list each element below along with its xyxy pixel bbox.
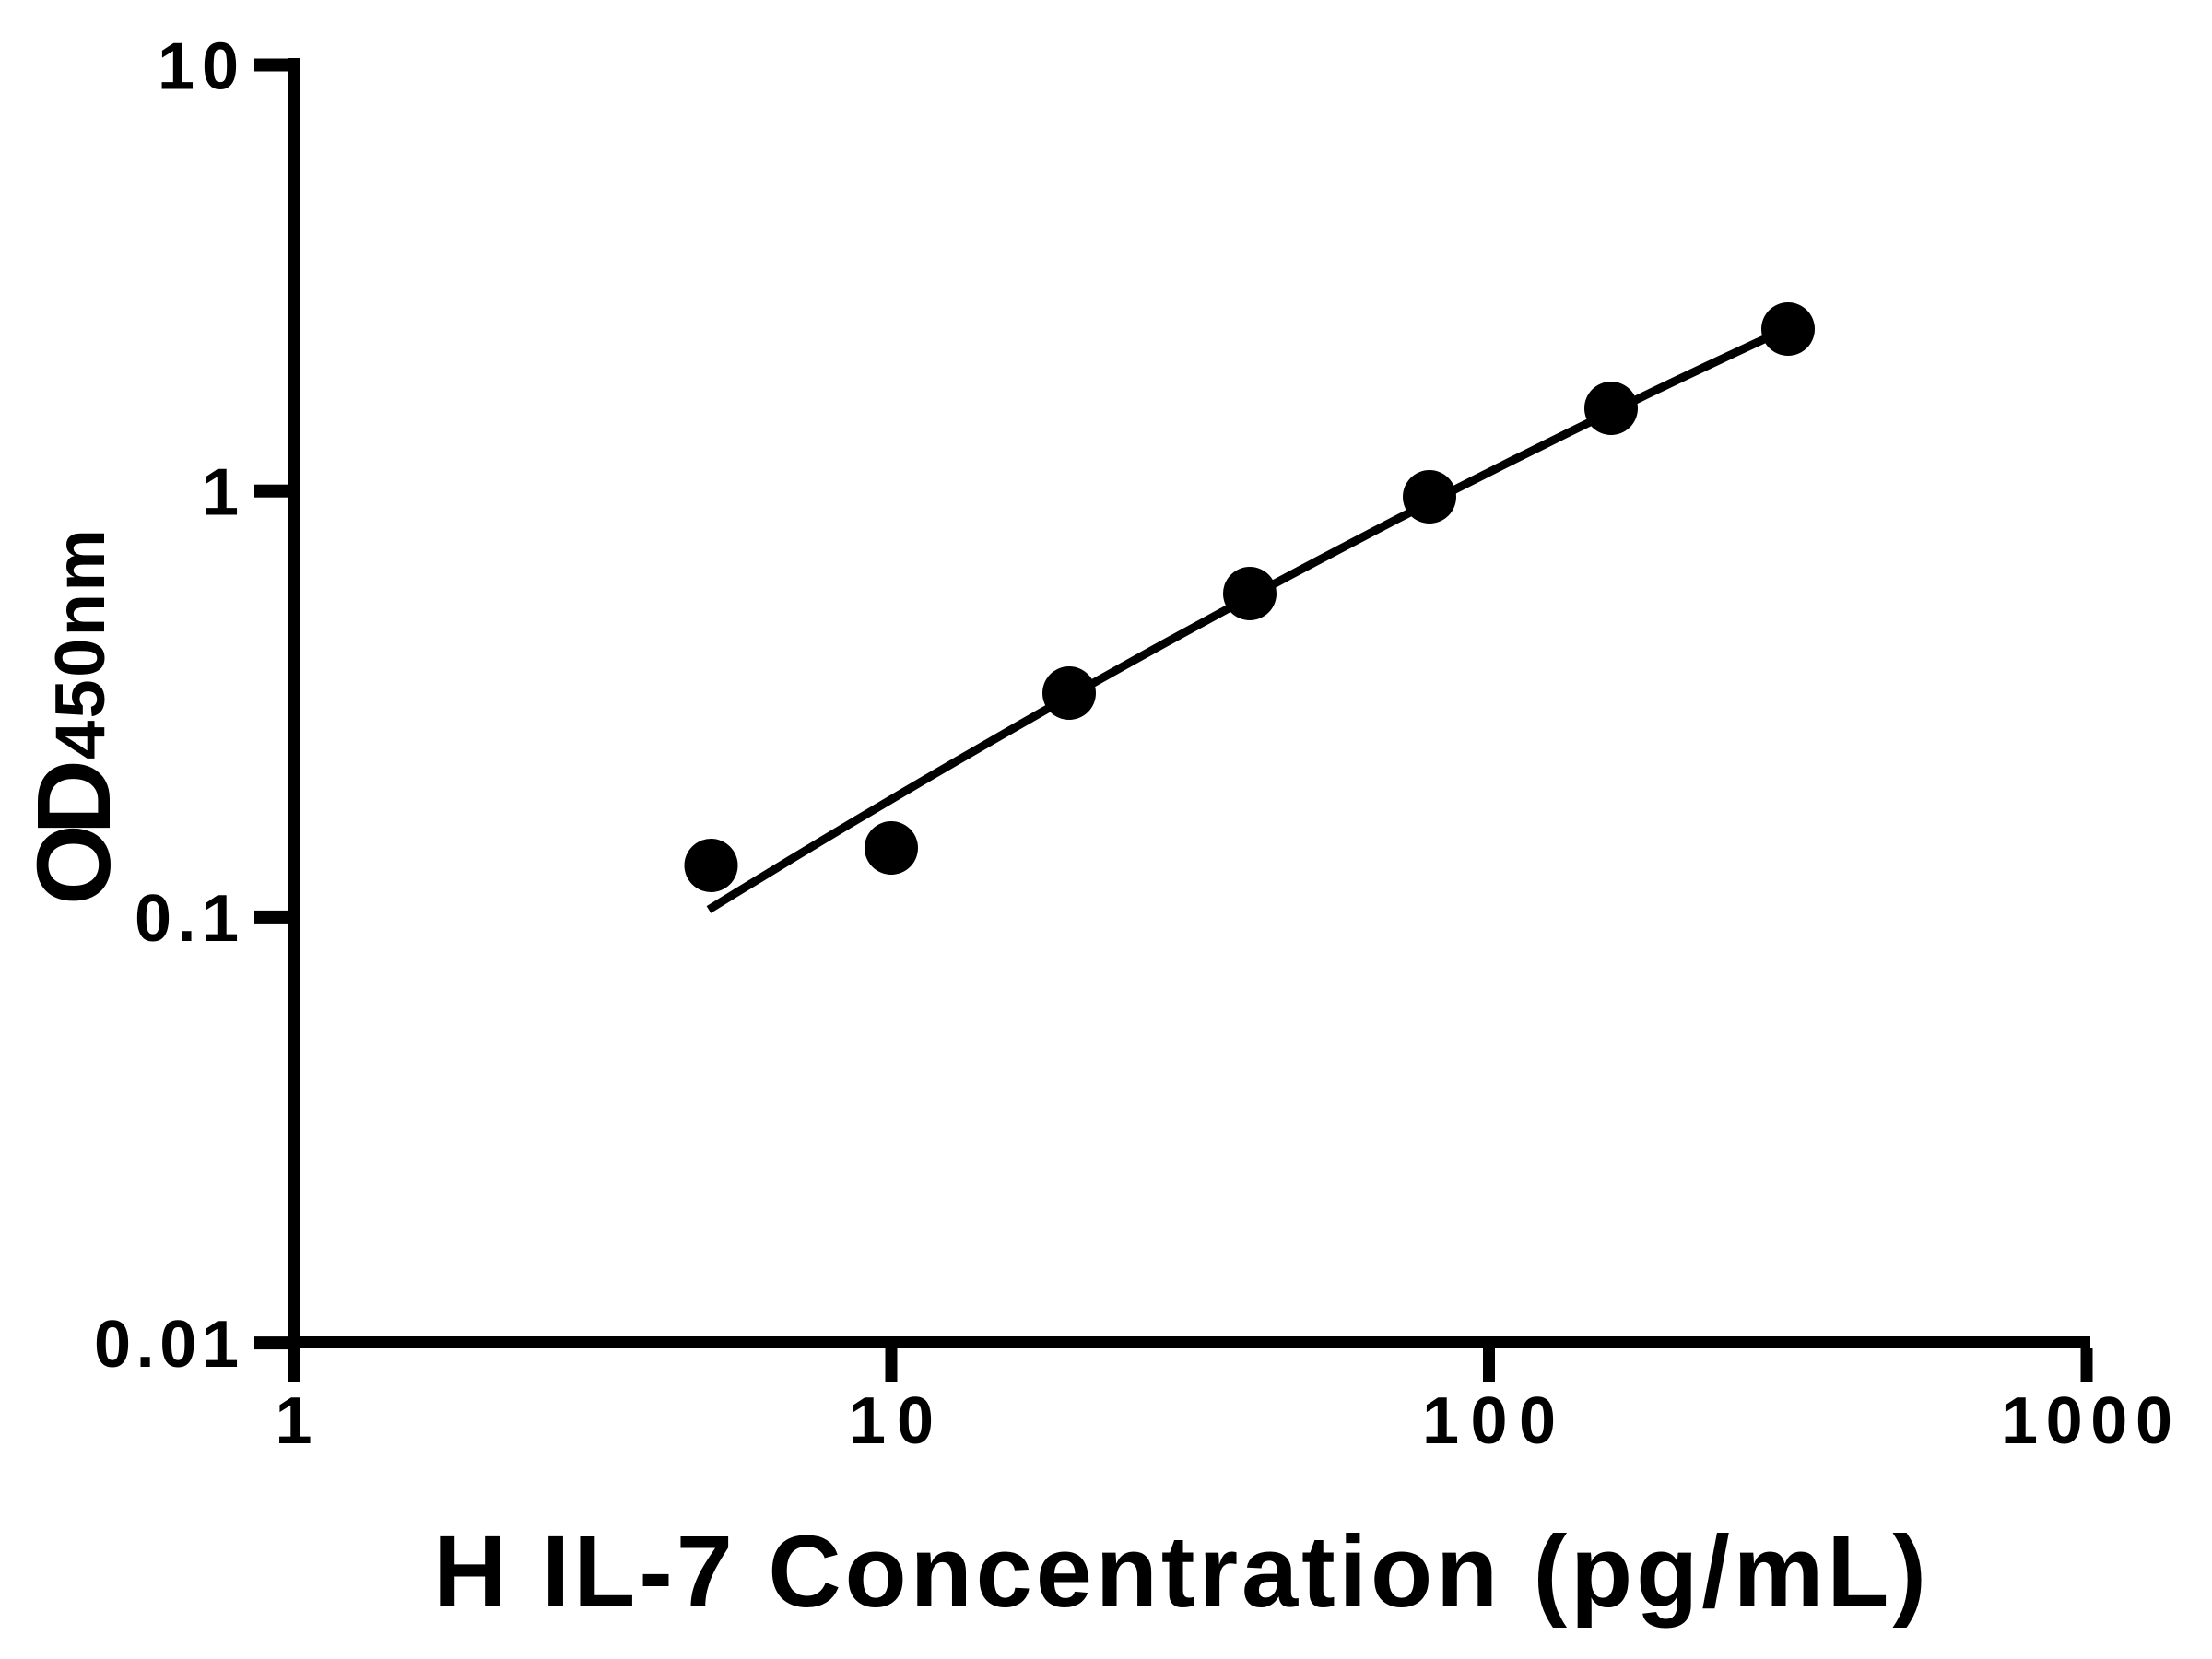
- svg-text:0.01: 0.01: [94, 1308, 239, 1382]
- svg-text:0.1: 0.1: [135, 882, 239, 956]
- svg-text:1: 1: [202, 456, 239, 530]
- svg-text:H IL-7 Concentration (pg/mL): H IL-7 Concentration (pg/mL): [433, 1515, 1926, 1629]
- svg-text:OD: OD: [16, 759, 132, 905]
- svg-text:100: 100: [1422, 1384, 1556, 1458]
- svg-text:1: 1: [275, 1384, 312, 1458]
- svg-text:450nm: 450nm: [41, 529, 120, 759]
